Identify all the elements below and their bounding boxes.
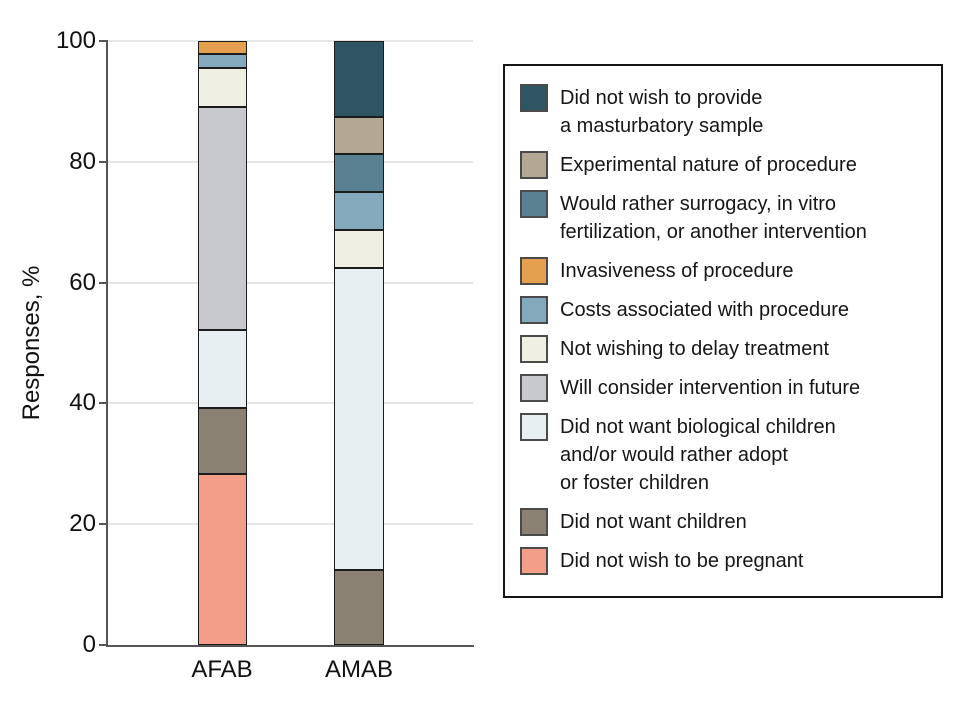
bar-segment [198,54,247,68]
legend-label: Invasiveness of procedure [560,257,793,285]
legend-label: Did not want biological children and/or w… [560,413,836,497]
bar-segment [334,154,384,192]
legend-label-line: Invasiveness of procedure [560,260,794,282]
legend-label-line: Did not wish to provide [560,87,763,109]
legend-item: Did not wish to be pregnant [520,547,931,575]
legend-swatch-icon [520,190,548,218]
bar-segment [334,267,384,570]
gridline [108,40,473,42]
y-tick [99,160,108,163]
bar-segment [334,569,384,645]
legend-label: Not wishing to delay treatment [560,335,829,363]
legend-swatch-icon [520,257,548,285]
x-category-label: AFAB [191,656,253,683]
legend-item: Did not want children [520,508,931,536]
y-tick-label: 60 [69,268,96,296]
y-tick [99,40,108,42]
legend-swatch-icon [520,151,548,179]
legend-item: Did not want biological children and/or w… [520,413,931,497]
legend-swatch-icon [520,335,548,363]
bar-segment [198,329,247,409]
bar-segment [334,116,384,155]
legend-label-line: Would rather surrogacy, in vitro [560,193,837,215]
x-axis-line [106,645,474,647]
gridline [108,402,473,405]
legend-label-line: Did not wish to be pregnant [560,550,804,572]
y-axis-title: Responses, % [18,265,45,421]
legend-label-line: Did not want biological children [560,416,836,438]
legend-swatch-icon [520,508,548,536]
legend-item: Will consider intervention in future [520,374,931,402]
gridline [108,523,473,526]
gridline [108,160,473,163]
legend-label-line: or foster children [560,472,709,494]
y-tick-label: 80 [69,147,96,175]
legend-item: Experimental nature of procedure [520,151,931,179]
y-tick-label: 20 [69,510,96,538]
legend-swatch-icon [520,84,548,112]
gridline [108,281,473,284]
y-tick-label: 0 [82,631,96,658]
legend-label: Costs associated with procedure [560,296,849,324]
legend-label-line: and/or would rather adopt [560,444,788,466]
bar-segment [334,192,384,230]
legend-label: Did not wish to be pregnant [560,547,804,575]
x-category-label: AMAB [324,656,393,683]
legend-swatch-icon [520,296,548,324]
legend-label-line: Will consider intervention in future [560,377,861,399]
legend-label-line: a masturbatory sample [560,115,764,137]
legend-label: Did not wish to provide a masturbatory sa… [560,84,763,140]
bar-segment [198,408,247,475]
legend-item: Did not wish to provide a masturbatory sa… [520,84,931,140]
y-axis-line [106,41,108,647]
y-tick [99,523,108,526]
legend-label: Will consider intervention in future [560,374,860,402]
legend-swatch-icon [520,547,548,575]
legend-label: Would rather surrogacy, in vitro fertiliz… [560,190,867,246]
bar-segment [198,41,247,55]
legend-label: Did not want children [560,508,747,536]
bar-segment [198,67,247,107]
legend-label-line: Costs associated with procedure [560,299,850,321]
y-tick-label: 40 [69,389,96,417]
bar-segment [334,229,384,268]
bar-segment [334,41,384,117]
bar-segment [198,474,247,645]
bar-segment [198,106,247,330]
y-tick [99,402,108,405]
legend-label-line: Not wishing to delay treatment [560,338,830,360]
y-tick [99,644,108,646]
y-tick-label: 100 [55,27,96,54]
legend-swatch-icon [520,413,548,441]
legend-label-line: fertilization, or another intervention [560,221,867,243]
legend-label-line: Experimental nature of procedure [560,154,857,176]
legend-item: Invasiveness of procedure [520,257,931,285]
legend-label: Experimental nature of procedure [560,151,857,179]
y-tick [99,281,108,284]
legend-item: Would rather surrogacy, in vitro fertiliz… [520,190,931,246]
legend-item: Costs associated with procedure [520,296,931,324]
legend-item: Not wishing to delay treatment [520,335,931,363]
legend-swatch-icon [520,374,548,402]
legend-label-line: Did not want children [560,511,747,533]
legend: Did not wish to provide a masturbatory sa… [503,64,943,598]
